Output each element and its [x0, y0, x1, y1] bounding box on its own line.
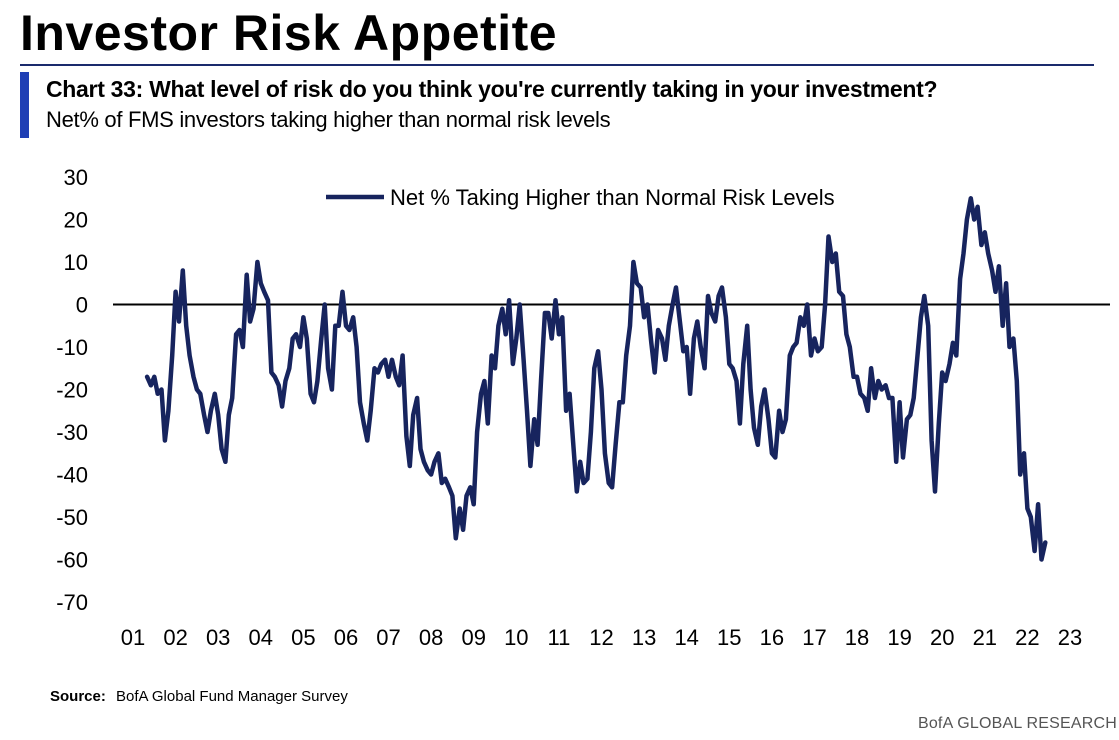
x-tick-label: 21	[973, 625, 997, 650]
y-tick-label: -10	[56, 335, 88, 360]
chart-subheading: Net% of FMS investors taking higher than…	[46, 107, 611, 132]
x-tick-label: 19	[887, 625, 911, 650]
x-tick-label: 11	[547, 625, 570, 650]
source-text: BofA Global Fund Manager Survey	[116, 688, 348, 705]
page-title: Investor Risk Appetite	[20, 5, 558, 61]
x-tick-label: 16	[760, 625, 784, 650]
x-tick-label: 08	[419, 625, 443, 650]
x-tick-label: 06	[334, 625, 358, 650]
x-tick-label: 13	[632, 625, 656, 650]
x-tick-label: 10	[504, 625, 528, 650]
x-tick-label: 12	[589, 625, 613, 650]
x-tick-label: 18	[845, 625, 869, 650]
x-tick-label: 01	[121, 625, 145, 650]
x-tick-label: 17	[802, 625, 826, 650]
x-tick-label: 09	[461, 625, 485, 650]
x-tick-label: 07	[376, 625, 400, 650]
x-tick-label: 14	[674, 625, 698, 650]
x-tick-label: 20	[930, 625, 954, 650]
source-label: Source:	[50, 688, 106, 705]
y-tick-label: -60	[56, 548, 88, 573]
y-axis-ticks: 30 20 10 0 -10 -20 -30 -40 -50 -60 -70	[56, 165, 88, 615]
y-tick-label: -40	[56, 463, 88, 488]
legend-label: Net % Taking Higher than Normal Risk Lev…	[390, 185, 835, 210]
y-tick-label: -20	[56, 378, 88, 403]
legend: Net % Taking Higher than Normal Risk Lev…	[326, 185, 835, 210]
x-tick-label: 04	[249, 625, 273, 650]
x-tick-label: 03	[206, 625, 230, 650]
y-tick-label: 10	[64, 250, 88, 275]
title-rule	[20, 64, 1094, 66]
x-tick-label: 23	[1058, 625, 1082, 650]
footer-brand: BofA GLOBAL RESEARCH	[917, 715, 1117, 732]
x-tick-label: 05	[291, 625, 315, 650]
x-tick-label: 15	[717, 625, 741, 650]
x-tick-label: 02	[163, 625, 187, 650]
y-tick-label: -50	[56, 505, 88, 530]
chart-accent-bar	[20, 72, 29, 138]
chart-heading: Chart 33: What level of risk do you thin…	[46, 76, 938, 102]
source-line: Source: BofA Global Fund Manager Survey	[50, 688, 348, 705]
x-tick-label: 22	[1015, 625, 1039, 650]
y-tick-label: 20	[64, 208, 88, 233]
x-axis-ticks: 01 02 03 04 05 06 07 08 09 10 11 12 13 14 15 16 17 18 19 20…	[121, 625, 1082, 650]
y-tick-label: -70	[56, 590, 88, 615]
y-tick-label: 30	[64, 165, 88, 190]
y-tick-label: -30	[56, 420, 88, 445]
series-line	[144, 196, 1048, 562]
y-tick-label: 0	[76, 293, 88, 318]
